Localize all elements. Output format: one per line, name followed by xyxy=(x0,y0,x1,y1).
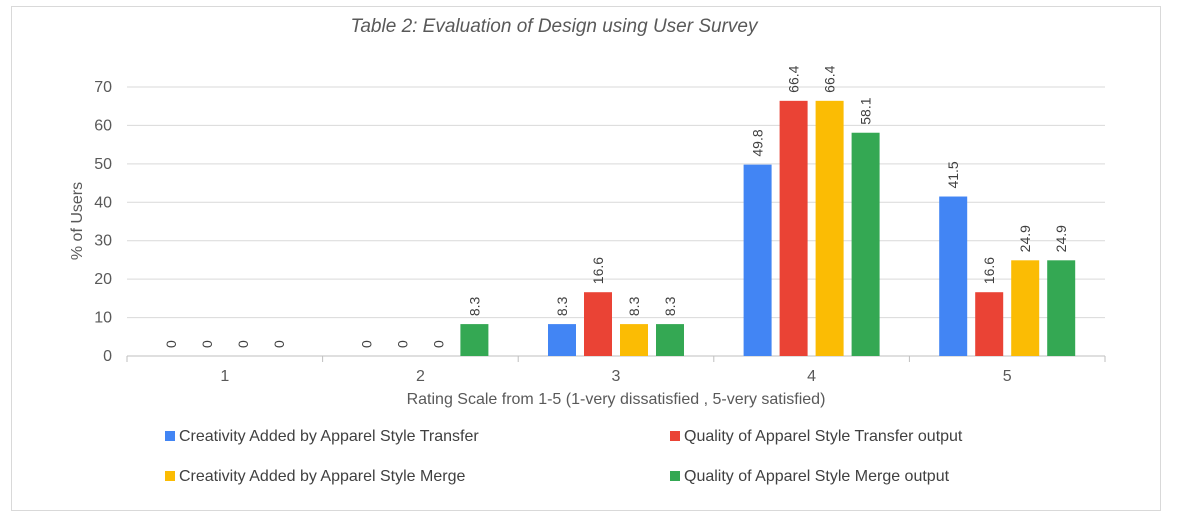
legend-label: Quality of Apparel Style Transfer output xyxy=(684,428,963,445)
bar-1-5 xyxy=(939,196,968,356)
x-tick-label: 3 xyxy=(612,368,621,385)
bar-4-2 xyxy=(460,324,489,356)
y-tick-label: 0 xyxy=(103,348,112,365)
legend-swatch xyxy=(165,431,175,441)
data-label: 8.3 xyxy=(662,296,678,316)
chart-title: Table 2: Evaluation of Design using User… xyxy=(351,16,759,37)
y-axis-title: % of Users xyxy=(69,182,86,260)
legend-label: Quality of Apparel Style Merge output xyxy=(684,468,950,485)
legend-swatch xyxy=(670,471,680,481)
legend-label: Creativity Added by Apparel Style Merge xyxy=(179,468,465,485)
data-label: 8.3 xyxy=(626,296,642,316)
data-label: 0 xyxy=(358,340,374,348)
data-label: 0 xyxy=(163,340,179,348)
data-label: 0 xyxy=(430,340,446,348)
data-label: 41.5 xyxy=(945,161,961,188)
bar-3-5 xyxy=(1011,260,1040,356)
x-tick-label: 5 xyxy=(1003,368,1012,385)
data-label: 66.4 xyxy=(786,65,802,92)
data-label: 66.4 xyxy=(822,65,838,92)
chart-frame xyxy=(11,6,1161,511)
data-label: 0 xyxy=(271,340,287,348)
bar-2-3 xyxy=(584,292,612,356)
y-tick-label: 30 xyxy=(94,233,112,250)
data-label: 0 xyxy=(199,340,215,348)
data-label: 58.1 xyxy=(858,97,874,124)
x-tick-label: 4 xyxy=(807,368,816,385)
bar-2-5 xyxy=(975,292,1004,356)
legend: Creativity Added by Apparel Style Transf… xyxy=(165,428,963,485)
x-axis-title: Rating Scale from 1-5 (1-very dissatisfi… xyxy=(407,391,826,408)
legend-label: Creativity Added by Apparel Style Transf… xyxy=(179,428,479,445)
x-axis-ticks: 1 2 3 4 5 xyxy=(220,368,1011,385)
y-tick-label: 60 xyxy=(94,117,112,134)
legend-swatch xyxy=(670,431,680,441)
y-tick-label: 70 xyxy=(94,79,112,96)
bar-group xyxy=(460,100,1076,356)
data-label: 16.6 xyxy=(590,257,606,284)
y-axis-ticks: 0 10 20 30 40 50 60 70 xyxy=(94,79,112,365)
y-tick-label: 50 xyxy=(94,156,112,173)
data-labels: 0 0 8.3 49.8 41.5 0 0 16.6 66.4 16.6 0 0 8.3 66.4 24.9… xyxy=(163,65,1069,348)
bar-1-3 xyxy=(548,324,576,356)
bar-3-4 xyxy=(815,100,844,356)
x-tick-label: 2 xyxy=(416,368,425,385)
bar-4-4 xyxy=(851,132,880,356)
bar-2-4 xyxy=(779,100,808,356)
data-label: 16.6 xyxy=(981,257,997,284)
legend-swatch xyxy=(165,471,175,481)
data-label: 0 xyxy=(394,340,410,348)
y-tick-label: 10 xyxy=(94,310,112,327)
data-label: 8.3 xyxy=(554,296,570,316)
data-label: 24.9 xyxy=(1017,225,1033,252)
y-tick-label: 20 xyxy=(94,271,112,288)
bar-4-3 xyxy=(656,324,684,356)
data-label: 0 xyxy=(235,340,251,348)
bar-1-4 xyxy=(743,164,772,356)
data-label: 8.3 xyxy=(466,296,482,316)
bar-4-5 xyxy=(1047,260,1076,356)
data-label: 49.8 xyxy=(750,129,766,156)
y-tick-label: 40 xyxy=(94,194,112,211)
bar-3-3 xyxy=(620,324,648,356)
x-tick-label: 1 xyxy=(220,368,229,385)
data-label: 24.9 xyxy=(1053,225,1069,252)
